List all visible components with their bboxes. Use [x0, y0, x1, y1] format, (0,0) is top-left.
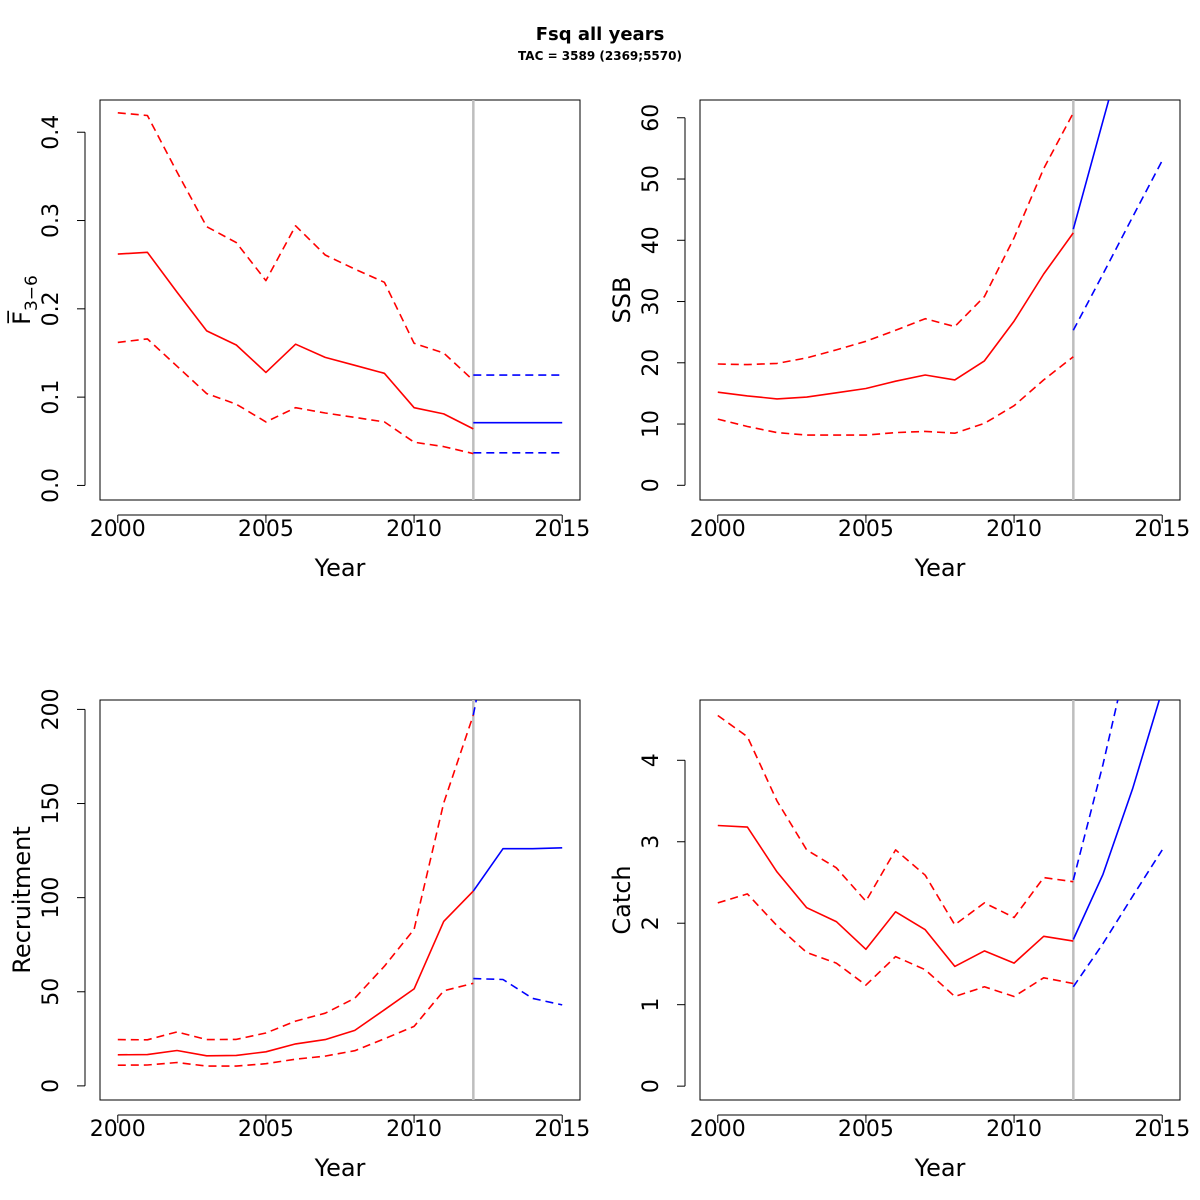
estimate-interval-line	[117, 338, 474, 455]
forecast-interval-line	[1072, 849, 1163, 988]
y-tick-label: 30	[639, 288, 664, 316]
y-axis-label: Recruitment	[8, 826, 36, 973]
panel-catch: 2000 2005 2010 2015 0 1 2 3 4 Year Catch	[608, 699, 1190, 1182]
forecast-interval-line	[1072, 700, 1119, 881]
y-tick-label: 200	[39, 688, 64, 730]
x-tick-label: 2005	[238, 1117, 294, 1142]
y-tick-label: 0.0	[39, 468, 64, 503]
y-tick-label: 4	[639, 753, 664, 767]
x-tick-label: 2015	[1134, 1117, 1190, 1142]
y-axis-label: SSB	[608, 277, 636, 324]
x-tick-label: 2005	[238, 517, 294, 542]
y-tick-label: 20	[639, 349, 664, 377]
figure-title: Fsq all years	[536, 24, 665, 45]
y-tick-label: 0	[639, 1079, 664, 1093]
y-tick-label: 60	[639, 104, 664, 132]
y-tick-label: 100	[39, 877, 64, 919]
estimate-interval-line	[717, 893, 1074, 998]
estimate-median-line	[117, 890, 474, 1057]
panel-recruitment: 2000 2005 2010 2015 0 50 100 150 200 Year Recruitm…	[8, 688, 590, 1182]
estimate-median-line	[717, 824, 1074, 968]
y-tick-label: 0.3	[39, 203, 64, 238]
y-tick-label: 0.1	[39, 380, 64, 415]
forecast-interval-line	[472, 700, 478, 716]
y-tick-label: 50	[39, 978, 64, 1006]
y-tick-label: 40	[639, 226, 664, 254]
x-axis-label: Year	[914, 1154, 966, 1182]
estimate-interval-line	[717, 356, 1074, 436]
y-tick-label: 2	[639, 916, 664, 930]
x-axis-label: Year	[314, 554, 366, 582]
x-axis-label: Year	[914, 554, 966, 582]
x-tick-label: 2010	[386, 517, 442, 542]
x-tick-label: 2010	[986, 517, 1042, 542]
x-tick-label: 2015	[534, 517, 590, 542]
x-tick-label: 2000	[90, 1117, 146, 1142]
estimate-median-line	[717, 232, 1074, 400]
x-tick-label: 2015	[1134, 517, 1190, 542]
estimate-interval-line	[717, 112, 1075, 366]
y-tick-label: 1	[639, 998, 664, 1012]
y-tick-label: 0	[39, 1079, 64, 1093]
x-tick-label: 2000	[690, 517, 746, 542]
panel-ssb: 2000 2005 2010 2015 0 10 20 30 40 50 60 Year SSB	[608, 99, 1190, 582]
x-axis-label: Year	[314, 1154, 366, 1182]
forecast-median-line	[1072, 700, 1161, 940]
figure-subtitle: TAC = 3589 (2369;5570)	[518, 49, 682, 63]
plot-frame	[99, 99, 581, 501]
y-tick-label: 10	[639, 410, 664, 438]
x-tick-label: 2015	[534, 1117, 590, 1142]
estimate-interval-line	[117, 982, 474, 1067]
x-tick-label: 2010	[986, 1117, 1042, 1142]
y-tick-label: 150	[39, 783, 64, 825]
forecast-interval-line	[473, 977, 563, 1006]
estimate-interval-line	[117, 714, 475, 1041]
estimate-interval-line	[717, 714, 1074, 926]
x-tick-label: 2005	[838, 1117, 894, 1142]
x-tick-label: 2005	[838, 517, 894, 542]
y-axis-label: Catch	[608, 865, 636, 934]
x-tick-label: 2000	[90, 517, 146, 542]
y-tick-label: 0.2	[39, 291, 64, 326]
y-tick-label: 0	[639, 478, 664, 492]
forecast-median-line	[472, 847, 563, 892]
plot-frame	[699, 99, 1181, 501]
y-tick-label: 50	[639, 165, 664, 193]
estimate-interval-line	[117, 112, 474, 381]
forecast-interval-line	[1072, 160, 1163, 331]
plot-frame	[99, 699, 581, 1101]
plot-frame	[699, 699, 1181, 1101]
forecast-median-line	[1072, 100, 1110, 230]
y-tick-label: 3	[639, 835, 664, 849]
y-axis-label: F̅3−6	[7, 275, 42, 325]
x-tick-label: 2000	[690, 1117, 746, 1142]
x-tick-label: 2010	[386, 1117, 442, 1142]
estimate-median-line	[117, 251, 474, 430]
y-tick-label: 0.4	[39, 115, 64, 150]
panel-f-bar: 2000 2005 2010 2015 0.0 0.1 0.2 0.3 0.4 Year F̅3−6	[7, 99, 590, 582]
